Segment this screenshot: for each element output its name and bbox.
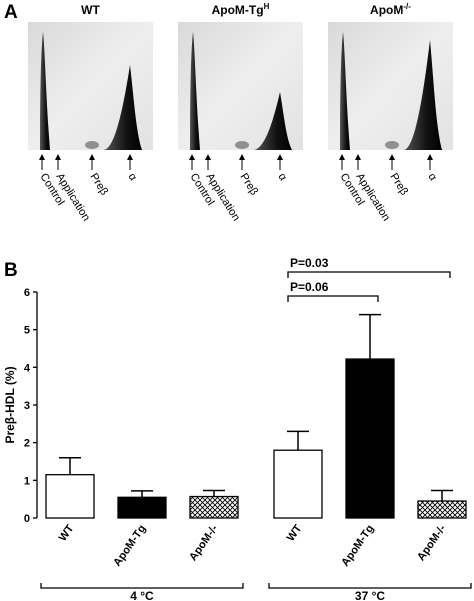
bar (273, 449, 323, 519)
y-tick-label: 0 (24, 513, 30, 525)
gel-band (40, 32, 50, 150)
marker-label: Preβ (387, 171, 410, 197)
y-tick-label: 1 (24, 475, 30, 487)
arrow-head (55, 154, 61, 160)
arrow-head (127, 154, 133, 160)
arrow-head (427, 154, 433, 160)
gel-title-text: ApoM (370, 3, 403, 17)
marker-label: Preβ (237, 171, 260, 197)
y-tick-label: 5 (24, 325, 30, 337)
bar (45, 474, 95, 519)
gel-title-sup: H (264, 2, 270, 11)
panel-label: A (4, 2, 18, 23)
significance-label: P=0.03 (290, 256, 329, 270)
gel-band (340, 32, 350, 150)
bar (417, 500, 467, 519)
gel-band (404, 40, 442, 150)
group-bracket (40, 583, 244, 589)
y-tick-label: 4 (24, 362, 31, 374)
panel-label: B (4, 260, 18, 281)
marker-label: Preβ (87, 171, 110, 197)
arrow-head (205, 154, 211, 160)
y-tick-label: 6 (24, 287, 30, 299)
gel-title: WT (81, 3, 100, 17)
significance-label: P=0.06 (290, 280, 329, 294)
arrow-head (339, 154, 345, 160)
gel-title: ApoM-TgH (212, 2, 270, 17)
x-tick-label: ApoM-Tg (339, 523, 376, 569)
x-tick-label: ApoM-Tg (111, 523, 148, 569)
bar (117, 496, 167, 519)
x-tick-label: ApoM-/- (187, 523, 220, 564)
x-tick-label: ApoM-/- (415, 523, 448, 564)
gel-band (85, 141, 99, 149)
gel-title-sup: -/- (403, 2, 411, 11)
significance-bracket (287, 295, 379, 302)
gel-band (235, 141, 249, 149)
gel-title-text: ApoM-Tg (212, 3, 264, 17)
marker-label: α (275, 171, 289, 183)
group-label: 4 °C (130, 589, 154, 601)
bar (345, 358, 395, 519)
gel-band (190, 32, 200, 150)
marker-label: α (425, 171, 439, 183)
x-tick-label: WT (285, 523, 305, 544)
gel-title-text: WT (81, 3, 100, 17)
gel-band (104, 65, 142, 150)
marker-label: α (125, 171, 139, 183)
arrow-head (355, 154, 361, 160)
y-axis-label: Preβ-HDL (%) (3, 366, 17, 443)
arrow-head (39, 154, 45, 160)
bar (189, 495, 239, 519)
group-bracket (268, 583, 472, 589)
arrow-head (277, 154, 283, 160)
gel-band (385, 141, 399, 149)
arrow-head (89, 154, 95, 160)
significance-bracket (287, 271, 451, 278)
arrow-head (189, 154, 195, 160)
gel-band (254, 92, 292, 150)
gel-title: ApoM-/- (370, 2, 411, 17)
y-tick-label: 3 (24, 400, 30, 412)
arrow-head (389, 154, 395, 160)
group-label: 37 °C (355, 589, 385, 601)
arrow-head (239, 154, 245, 160)
x-tick-label: WT (57, 523, 77, 544)
y-tick-label: 2 (24, 438, 30, 450)
